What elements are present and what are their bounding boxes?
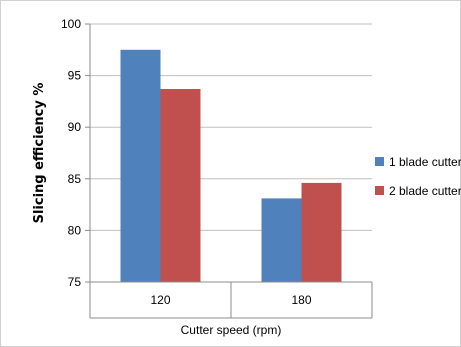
x-tick-label: 120 xyxy=(150,293,170,307)
y-tick-label: 100 xyxy=(61,17,81,31)
bar-2-blade-cutter-180 xyxy=(301,182,342,282)
axes-group xyxy=(85,23,373,319)
y-tick-label: 90 xyxy=(68,120,82,134)
legend-swatch xyxy=(375,186,384,195)
legend: 1 blade cutter 2 blade cutter xyxy=(375,155,461,198)
legend-label: 2 blade cutter xyxy=(389,184,461,198)
y-tick-label: 95 xyxy=(68,69,82,83)
bar-2-blade-cutter-120 xyxy=(160,89,201,283)
x-tick-labels: 120 180 xyxy=(150,293,311,307)
x-axis-title: Cutter speed (rpm) xyxy=(181,323,282,337)
legend-swatch xyxy=(375,157,384,166)
y-tick-label: 80 xyxy=(68,223,82,237)
y-axis-title: Slicing efficiency % xyxy=(32,83,47,224)
bar-1-blade-cutter-180 xyxy=(261,198,302,282)
legend-label: 1 blade cutter xyxy=(389,155,461,169)
y-tick-label: 85 xyxy=(68,172,82,186)
bars-group xyxy=(120,49,342,283)
bar-1-blade-cutter-120 xyxy=(120,49,161,282)
y-tick-label: 75 xyxy=(68,275,82,289)
y-tick-labels: 75 80 85 90 95 100 xyxy=(61,17,81,289)
x-tick-label: 180 xyxy=(291,293,311,307)
